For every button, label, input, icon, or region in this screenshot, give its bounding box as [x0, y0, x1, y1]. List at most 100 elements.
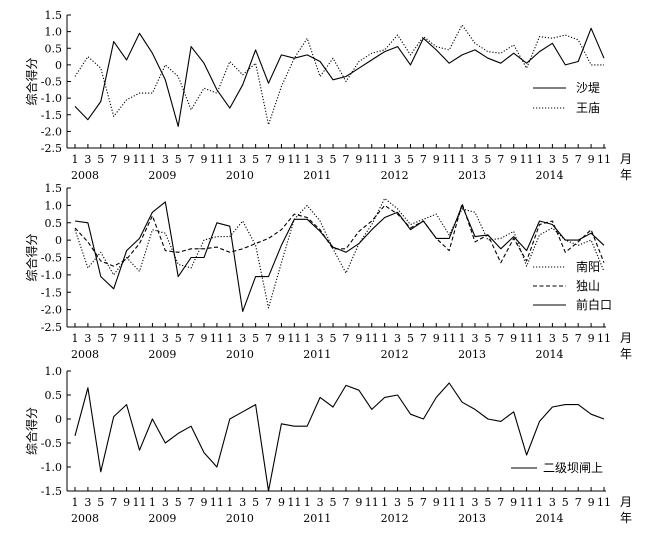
x-tick-label: 11: [210, 332, 224, 345]
x-tick-label: 3: [84, 496, 91, 509]
series-line: [74, 24, 604, 126]
x-tick-label: 7: [265, 496, 272, 509]
x-tick-label: 11: [287, 332, 301, 345]
year-label: 2012: [381, 169, 409, 182]
x-tick-label: 1: [149, 496, 156, 509]
x-tick-label: 1: [381, 153, 388, 166]
x-tick-label: 9: [510, 496, 517, 509]
x-tick-label: 9: [355, 496, 362, 509]
x-tick-label: 5: [252, 332, 259, 345]
x-tick-label: 3: [317, 153, 324, 166]
y-tick-label: -1.0: [41, 461, 62, 474]
x-tick-label: 11: [133, 153, 147, 166]
x-tick-label: 7: [497, 496, 504, 509]
legend-label: 王庙: [576, 101, 600, 115]
year-label: 2014: [535, 512, 563, 525]
month-unit: 月: [620, 495, 632, 509]
x-tick-label: 3: [471, 496, 478, 509]
x-tick-label: 7: [110, 496, 117, 509]
y-tick-label: 0: [55, 413, 62, 426]
y-tick-label: -0.5: [41, 252, 62, 265]
x-tick-label: 11: [210, 496, 224, 509]
x-tick-label: 1: [226, 153, 233, 166]
y-tick-label: -2.5: [41, 142, 62, 155]
x-tick-label: 9: [201, 496, 208, 509]
x-tick-label: 9: [201, 153, 208, 166]
x-tick-label: 3: [471, 153, 478, 166]
x-tick-label: 9: [510, 332, 517, 345]
x-tick-label: 5: [562, 496, 569, 509]
x-tick-label: 3: [239, 332, 246, 345]
x-tick-label: 3: [549, 153, 556, 166]
x-tick-label: 7: [188, 496, 195, 509]
y-tick-label: -1.5: [41, 485, 62, 498]
x-tick-label: 7: [575, 496, 582, 509]
x-tick-label: 9: [433, 153, 440, 166]
x-tick-label: 7: [110, 153, 117, 166]
x-tick-label: 9: [355, 332, 362, 345]
year-label: 2014: [535, 348, 563, 361]
x-tick-label: 9: [355, 153, 362, 166]
y-tick-label: -2.5: [41, 321, 62, 334]
y-tick-label: 1.0: [45, 26, 63, 39]
x-tick-label: 11: [365, 332, 379, 345]
y-tick-label: 0.5: [45, 389, 63, 402]
x-tick-label: 3: [549, 332, 556, 345]
x-tick-label: 11: [210, 153, 224, 166]
year-label: 2009: [148, 169, 176, 182]
y-tick-label: 1.5: [45, 182, 63, 195]
x-tick-label: 3: [317, 496, 324, 509]
y-tick-label: -1.0: [41, 269, 62, 282]
year-unit: 年: [620, 347, 632, 361]
legend-label: 前白口: [576, 297, 612, 312]
x-tick-label: 1: [226, 332, 233, 345]
year-label: 2010: [226, 169, 254, 182]
x-tick-label: 3: [84, 153, 91, 166]
x-tick-label: 7: [497, 332, 504, 345]
x-tick-label: 1: [381, 496, 388, 509]
y-tick-label: 0: [55, 59, 62, 72]
x-tick-label: 11: [597, 496, 611, 509]
x-tick-label: 11: [520, 332, 534, 345]
x-tick-label: 1: [304, 496, 311, 509]
x-tick-label: 3: [317, 332, 324, 345]
year-label: 2013: [458, 169, 486, 182]
x-tick-label: 3: [394, 496, 401, 509]
year-label: 2013: [458, 512, 486, 525]
x-tick-label: 11: [365, 496, 379, 509]
y-tick-label: -0.5: [41, 437, 62, 450]
x-tick-label: 3: [239, 153, 246, 166]
x-tick-label: 5: [97, 332, 104, 345]
x-tick-label: 7: [110, 332, 117, 345]
y-tick-label: 0.5: [45, 42, 63, 55]
x-tick-label: 11: [442, 153, 456, 166]
x-tick-label: 7: [265, 332, 272, 345]
x-tick-label: 9: [588, 332, 595, 345]
x-tick-label: 1: [459, 496, 466, 509]
x-tick-label: 1: [304, 332, 311, 345]
y-tick-label: -2.0: [41, 125, 62, 138]
x-tick-label: 5: [97, 153, 104, 166]
year-label: 2008: [71, 512, 99, 525]
x-tick-label: 5: [175, 496, 182, 509]
y-tick-label: -1.5: [41, 109, 62, 122]
x-tick-label: 1: [72, 153, 79, 166]
x-tick-label: 11: [287, 496, 301, 509]
x-tick-label: 5: [252, 496, 259, 509]
year-label: 2013: [458, 348, 486, 361]
y-tick-label: -1.0: [41, 92, 62, 105]
legend-label: 独山: [576, 279, 600, 293]
year-unit: 年: [620, 511, 632, 525]
x-tick-label: 1: [459, 153, 466, 166]
legend-label: 南阳: [576, 259, 600, 274]
x-tick-label: 3: [162, 153, 169, 166]
x-tick-label: 5: [175, 332, 182, 345]
x-tick-label: 5: [330, 496, 337, 509]
x-tick-label: 9: [510, 153, 517, 166]
x-tick-label: 7: [575, 332, 582, 345]
year-label: 2009: [148, 512, 176, 525]
x-tick-label: 11: [597, 332, 611, 345]
x-tick-label: 3: [394, 332, 401, 345]
y-tick-label: -2.0: [41, 304, 62, 317]
x-tick-label: 7: [575, 153, 582, 166]
